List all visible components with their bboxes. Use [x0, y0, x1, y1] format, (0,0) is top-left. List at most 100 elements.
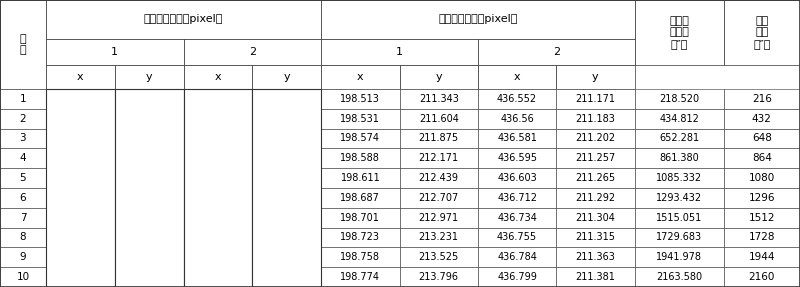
Bar: [321, 188, 399, 208]
Text: x: x: [514, 72, 520, 82]
Text: 861.380: 861.380: [659, 153, 699, 163]
Bar: [114, 109, 183, 129]
Bar: [46, 129, 114, 148]
Bar: [252, 89, 321, 109]
Text: 2160: 2160: [749, 272, 775, 282]
Bar: [183, 228, 252, 247]
Text: x: x: [214, 72, 222, 82]
Bar: [399, 65, 478, 89]
Bar: [723, 129, 800, 148]
Text: 198.774: 198.774: [340, 272, 380, 282]
Bar: [252, 228, 321, 247]
Text: 2: 2: [20, 114, 26, 124]
Text: 5: 5: [20, 173, 26, 183]
Text: 198.758: 198.758: [340, 252, 380, 262]
Bar: [46, 208, 114, 228]
Bar: [252, 208, 321, 228]
Bar: [723, 0, 800, 65]
Text: 211.363: 211.363: [575, 252, 615, 262]
Bar: [183, 267, 252, 287]
Text: 4: 4: [20, 153, 26, 163]
Text: y: y: [146, 72, 153, 82]
Text: 序
号: 序 号: [20, 34, 26, 55]
Bar: [399, 89, 478, 109]
Text: 652.281: 652.281: [659, 133, 699, 144]
Bar: [556, 89, 634, 109]
Text: 211.304: 211.304: [575, 213, 615, 223]
Bar: [399, 208, 478, 228]
Text: 7: 7: [20, 213, 26, 223]
Bar: [723, 89, 800, 109]
Text: y: y: [435, 72, 442, 82]
Text: 198.611: 198.611: [341, 173, 380, 183]
Bar: [46, 109, 114, 129]
Bar: [114, 89, 183, 287]
Text: y: y: [283, 72, 290, 82]
Bar: [114, 129, 183, 148]
Text: 436.755: 436.755: [497, 232, 537, 243]
Text: 211.292: 211.292: [575, 193, 615, 203]
Text: x: x: [357, 72, 364, 82]
Bar: [183, 148, 252, 168]
Bar: [114, 208, 183, 228]
Bar: [252, 247, 321, 267]
Bar: [321, 148, 399, 168]
Bar: [634, 188, 723, 208]
Bar: [634, 129, 723, 148]
Bar: [478, 39, 634, 65]
Bar: [46, 188, 114, 208]
Bar: [723, 188, 800, 208]
Text: 211.315: 211.315: [575, 232, 615, 243]
Bar: [0, 188, 46, 208]
Bar: [399, 129, 478, 148]
Text: 198.687: 198.687: [340, 193, 380, 203]
Bar: [556, 109, 634, 129]
Text: 211.875: 211.875: [418, 133, 458, 144]
Text: 436.603: 436.603: [498, 173, 537, 183]
Text: 10: 10: [16, 272, 30, 282]
Bar: [321, 267, 399, 287]
Bar: [114, 188, 183, 208]
Bar: [321, 109, 399, 129]
Text: 213.231: 213.231: [418, 232, 458, 243]
Text: 213.796: 213.796: [418, 272, 458, 282]
Text: 211.604: 211.604: [418, 114, 458, 124]
Text: 212.971: 212.971: [418, 213, 458, 223]
Text: 436.734: 436.734: [497, 213, 537, 223]
Text: 初始光斑中心（pixel）: 初始光斑中心（pixel）: [144, 14, 223, 24]
Bar: [478, 65, 556, 89]
Bar: [0, 0, 46, 89]
Bar: [399, 109, 478, 129]
Bar: [0, 129, 46, 148]
Text: 211.257: 211.257: [575, 153, 615, 163]
Bar: [556, 208, 634, 228]
Text: 211.381: 211.381: [575, 272, 615, 282]
Text: 1085.332: 1085.332: [656, 173, 702, 183]
Bar: [556, 65, 634, 89]
Bar: [0, 109, 46, 129]
Bar: [723, 148, 800, 168]
Bar: [723, 109, 800, 129]
Text: 1729.683: 1729.683: [656, 232, 702, 243]
Text: 1944: 1944: [749, 252, 775, 262]
Bar: [46, 247, 114, 267]
Bar: [399, 247, 478, 267]
Bar: [556, 228, 634, 247]
Text: 436.581: 436.581: [497, 133, 537, 144]
Bar: [634, 247, 723, 267]
Text: 198.574: 198.574: [340, 133, 380, 144]
Text: 436.595: 436.595: [497, 153, 537, 163]
Bar: [478, 148, 556, 168]
Text: 212.439: 212.439: [418, 173, 458, 183]
Text: 198.723: 198.723: [340, 232, 380, 243]
Bar: [478, 247, 556, 267]
Bar: [252, 65, 321, 89]
Bar: [399, 228, 478, 247]
Bar: [556, 148, 634, 168]
Bar: [399, 148, 478, 168]
Text: 436.799: 436.799: [497, 272, 537, 282]
Text: 218.520: 218.520: [659, 94, 699, 104]
Text: x: x: [77, 72, 83, 82]
Text: 2163.580: 2163.580: [656, 272, 702, 282]
Bar: [114, 89, 183, 109]
